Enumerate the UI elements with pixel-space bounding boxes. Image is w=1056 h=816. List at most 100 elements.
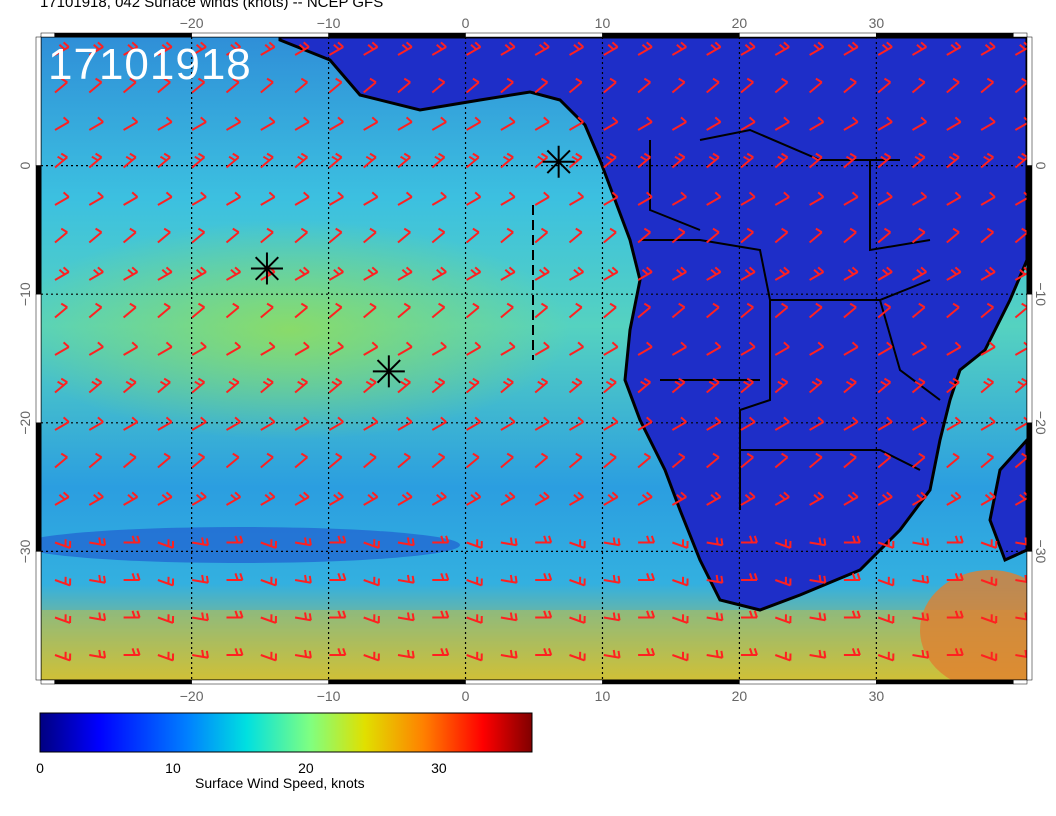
- lon-tick-top: −10: [317, 15, 341, 31]
- wind-barb: [122, 377, 137, 394]
- wind-barb: [260, 416, 276, 431]
- wind-barb: [809, 266, 825, 281]
- wind-barb: [431, 302, 446, 319]
- wind-barb: [980, 377, 994, 394]
- wind-barb: [774, 302, 789, 319]
- wind-barb: [672, 539, 689, 549]
- wind-barb: [946, 302, 960, 319]
- lat-tick-right: −30: [1033, 540, 1049, 564]
- wind-barb: [123, 491, 139, 506]
- country-borders: [640, 128, 941, 510]
- wind-barb: [432, 535, 450, 544]
- wind-barb: [88, 341, 104, 356]
- wind-barb: [671, 416, 687, 431]
- wind-barb: [603, 377, 617, 394]
- wind-barb: [569, 539, 586, 549]
- wind-barb: [911, 152, 926, 169]
- wind-barb: [980, 227, 994, 244]
- wind-barb: [980, 77, 994, 94]
- wind-barb: [911, 227, 926, 244]
- wind-barb: [911, 416, 928, 431]
- wind-barb: [808, 152, 823, 169]
- wind-barb: [671, 341, 687, 356]
- wind-barb: [535, 610, 553, 619]
- wind-barb: [569, 651, 586, 662]
- wind-barb: [980, 41, 996, 56]
- wind-barb: [774, 152, 789, 169]
- wind-barb: [225, 491, 242, 506]
- frame-segment: [465, 32, 603, 38]
- wind-barb: [877, 266, 893, 281]
- wind-barb: [294, 227, 308, 244]
- frame-segment: [35, 165, 42, 295]
- wind-barb: [638, 573, 656, 581]
- wind-barb: [568, 452, 583, 469]
- frame-segment: [876, 679, 1014, 685]
- lon-tick-top: 0: [462, 15, 470, 31]
- wind-barb: [54, 41, 70, 56]
- wind-barb: [706, 452, 720, 469]
- wind-barb: [54, 416, 70, 431]
- wind-barb: [328, 341, 344, 356]
- wind-barb: [54, 452, 68, 469]
- wind-barb: [431, 116, 447, 131]
- wind-barb: [912, 649, 930, 659]
- wind-barb: [946, 341, 962, 356]
- wind-barb: [431, 416, 447, 431]
- wind-barb: [465, 77, 480, 94]
- wind-barb: [225, 41, 242, 56]
- wind-barb: [843, 535, 861, 544]
- wind-barb: [328, 377, 343, 394]
- lon-tick-bottom: −20: [180, 688, 204, 704]
- wind-barb: [363, 377, 377, 394]
- wind-barb: [465, 227, 480, 244]
- wind-barb: [500, 452, 514, 469]
- wind-barb: [706, 116, 722, 131]
- wind-barb: [843, 152, 857, 169]
- wind-barb: [637, 116, 653, 131]
- wind-barb: [980, 614, 998, 624]
- wind-barb: [946, 416, 962, 431]
- wind-barb: [672, 651, 689, 662]
- wind-barb: [637, 77, 651, 94]
- wind-barb: [706, 377, 720, 394]
- wind-barb: [329, 610, 347, 619]
- wind-barb: [88, 266, 104, 281]
- wind-barb: [740, 152, 754, 169]
- wind-barb: [740, 302, 754, 319]
- wind-barb: [980, 416, 996, 431]
- wind-barb: [123, 535, 141, 544]
- wind-barb: [568, 416, 585, 431]
- wind-barb: [225, 416, 242, 431]
- wind-barb: [89, 574, 107, 584]
- wind-barb: [671, 191, 687, 206]
- wind-barb: [191, 266, 207, 281]
- wind-barb: [568, 302, 583, 319]
- wind-barb: [809, 574, 827, 584]
- wind-barb: [157, 539, 175, 549]
- wind-barb: [397, 491, 413, 506]
- wind-barb: [397, 574, 415, 584]
- wind-barb: [294, 491, 310, 506]
- wind-barb: [431, 152, 446, 169]
- lat-tick-right: −20: [1033, 411, 1049, 435]
- wind-barb: [294, 302, 308, 319]
- wind-barb: [877, 452, 892, 469]
- wind-barb: [568, 152, 583, 169]
- frame-segment: [54, 679, 192, 685]
- wind-barb: [260, 302, 274, 319]
- wind-barb: [157, 302, 171, 319]
- wind-barb: [466, 539, 483, 549]
- wind-barb: [54, 491, 70, 506]
- wind-barb: [980, 491, 996, 506]
- wind-barb: [534, 266, 550, 281]
- wind-barb: [740, 227, 754, 244]
- wind-barb: [157, 341, 173, 356]
- wind-barb: [465, 377, 480, 394]
- colorbar-tick-label: 20: [298, 760, 314, 776]
- wind-barb: [123, 610, 141, 619]
- wind-barb: [225, 77, 240, 94]
- wind-barb: [363, 77, 377, 94]
- storm-marker: [372, 355, 405, 388]
- wind-barb: [363, 452, 377, 469]
